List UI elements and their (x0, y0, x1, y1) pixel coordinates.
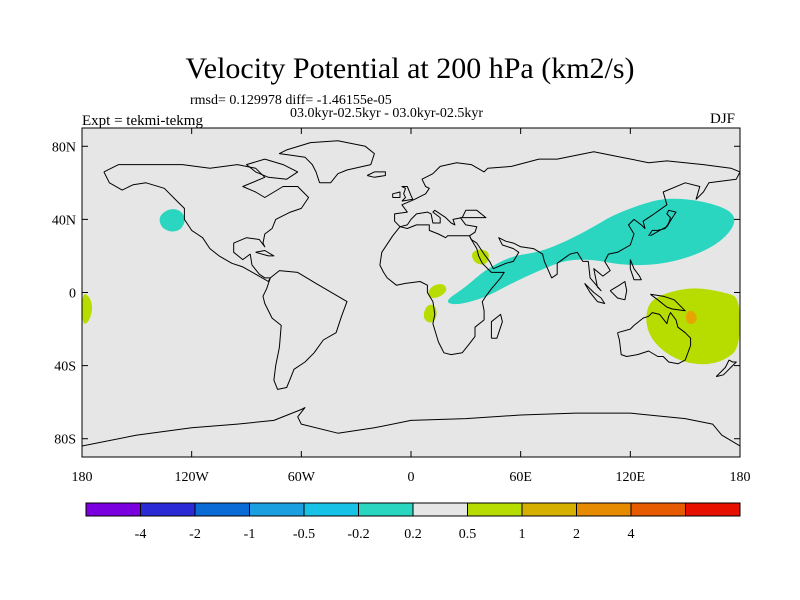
coastline-0 (103, 164, 310, 282)
lat-tick-label: 40N (52, 213, 76, 228)
map-background (82, 128, 740, 457)
coastline-9 (650, 293, 686, 312)
coastline-4 (617, 312, 692, 365)
coastline-1 (262, 270, 348, 390)
coastline-10 (648, 209, 677, 237)
coastline-8 (609, 281, 628, 301)
anomaly-region-california (159, 209, 185, 232)
colorbar-swatch (194, 502, 250, 517)
colorbar-swatch (303, 502, 359, 517)
coastline-7 (584, 283, 606, 304)
lon-tick-label: 180 (72, 470, 93, 485)
lon-tick-label: 120W (175, 470, 210, 485)
lon-tick-label: 120E (616, 470, 646, 485)
colorbar-swatch (358, 502, 414, 517)
colorbar-label: 1 (519, 527, 526, 542)
anomaly-region-australia-core (685, 310, 697, 325)
lon-tick-label: 60W (288, 470, 316, 485)
coastline-12 (392, 191, 401, 198)
coastline-14 (490, 313, 503, 339)
coastline-2 (394, 151, 740, 292)
lon-tick-label: 0 (408, 470, 415, 485)
anomaly-fills (82, 198, 740, 365)
colorbar-label: -1 (244, 527, 256, 542)
coastline-5 (278, 140, 375, 184)
anomaly-region-angola-coast (423, 304, 437, 323)
colorbar-swatch (140, 502, 196, 517)
period-text: 03.0kyr-02.5kyr - 03.0kyr-02.5kyr (290, 106, 484, 121)
stats-text: rmsd= 0.129978 diff= -1.46155e-05 (190, 93, 392, 108)
colorbar-swatch (576, 502, 632, 517)
colorbar-swatch (85, 502, 141, 517)
colorbar-swatch (521, 502, 577, 517)
lat-tick-label: 80N (52, 140, 76, 155)
lat-tick-label: 40S (54, 360, 76, 375)
lon-tick-label: 60E (509, 470, 532, 485)
anomaly-region-congo-north (428, 284, 447, 298)
colorbar-swatch (630, 502, 686, 517)
colorbar-swatch (685, 502, 741, 517)
lon-tick-label: 180 (730, 470, 751, 485)
map-axes: 180 120W 60W 0 60E 120E 180 80N 40N 0 40S 80S (52, 128, 751, 485)
colorbar-label: -4 (135, 527, 147, 542)
colorbar-label: 2 (573, 527, 580, 542)
coastline-18 (246, 158, 299, 180)
season-label: DJF (710, 111, 736, 127)
colorbar: -4 -2 -1 -0.5 -0.2 0.2 0.5 1 2 4 (85, 502, 741, 542)
colorbar-swatch (249, 502, 305, 517)
anomaly-region-central-pacific-west-edge (82, 294, 93, 324)
coastline-3 (379, 224, 505, 356)
coastline-16 (629, 259, 642, 281)
anomaly-region-east-africa-arabia (472, 249, 489, 265)
coastline-15 (715, 359, 737, 378)
lat-tick-label: 0 (69, 287, 76, 302)
colorbar-label: 0.2 (404, 527, 422, 542)
coastline-6 (82, 407, 740, 447)
colorbar-swatch (412, 502, 468, 517)
colorbar-swatch (467, 502, 523, 517)
anomaly-region-east-asia-pacific (447, 198, 735, 305)
colorbar-label: -0.5 (293, 527, 315, 542)
coastline-13 (366, 171, 386, 178)
coastlines (82, 140, 740, 447)
anomaly-region-australia-west-pacific (646, 288, 740, 365)
colorbar-label: -2 (189, 527, 201, 542)
experiment-label: Expt = tekmi-tekmg (82, 113, 203, 129)
coastline-17 (255, 250, 275, 257)
colorbar-label: 4 (628, 527, 635, 542)
map-title: Velocity Potential at 200 hPa (km2/s) (185, 52, 635, 85)
lat-tick-label: 80S (54, 433, 76, 448)
coastline-11 (401, 186, 414, 202)
colorbar-label: 0.5 (459, 527, 477, 542)
colorbar-label: -0.2 (347, 527, 369, 542)
